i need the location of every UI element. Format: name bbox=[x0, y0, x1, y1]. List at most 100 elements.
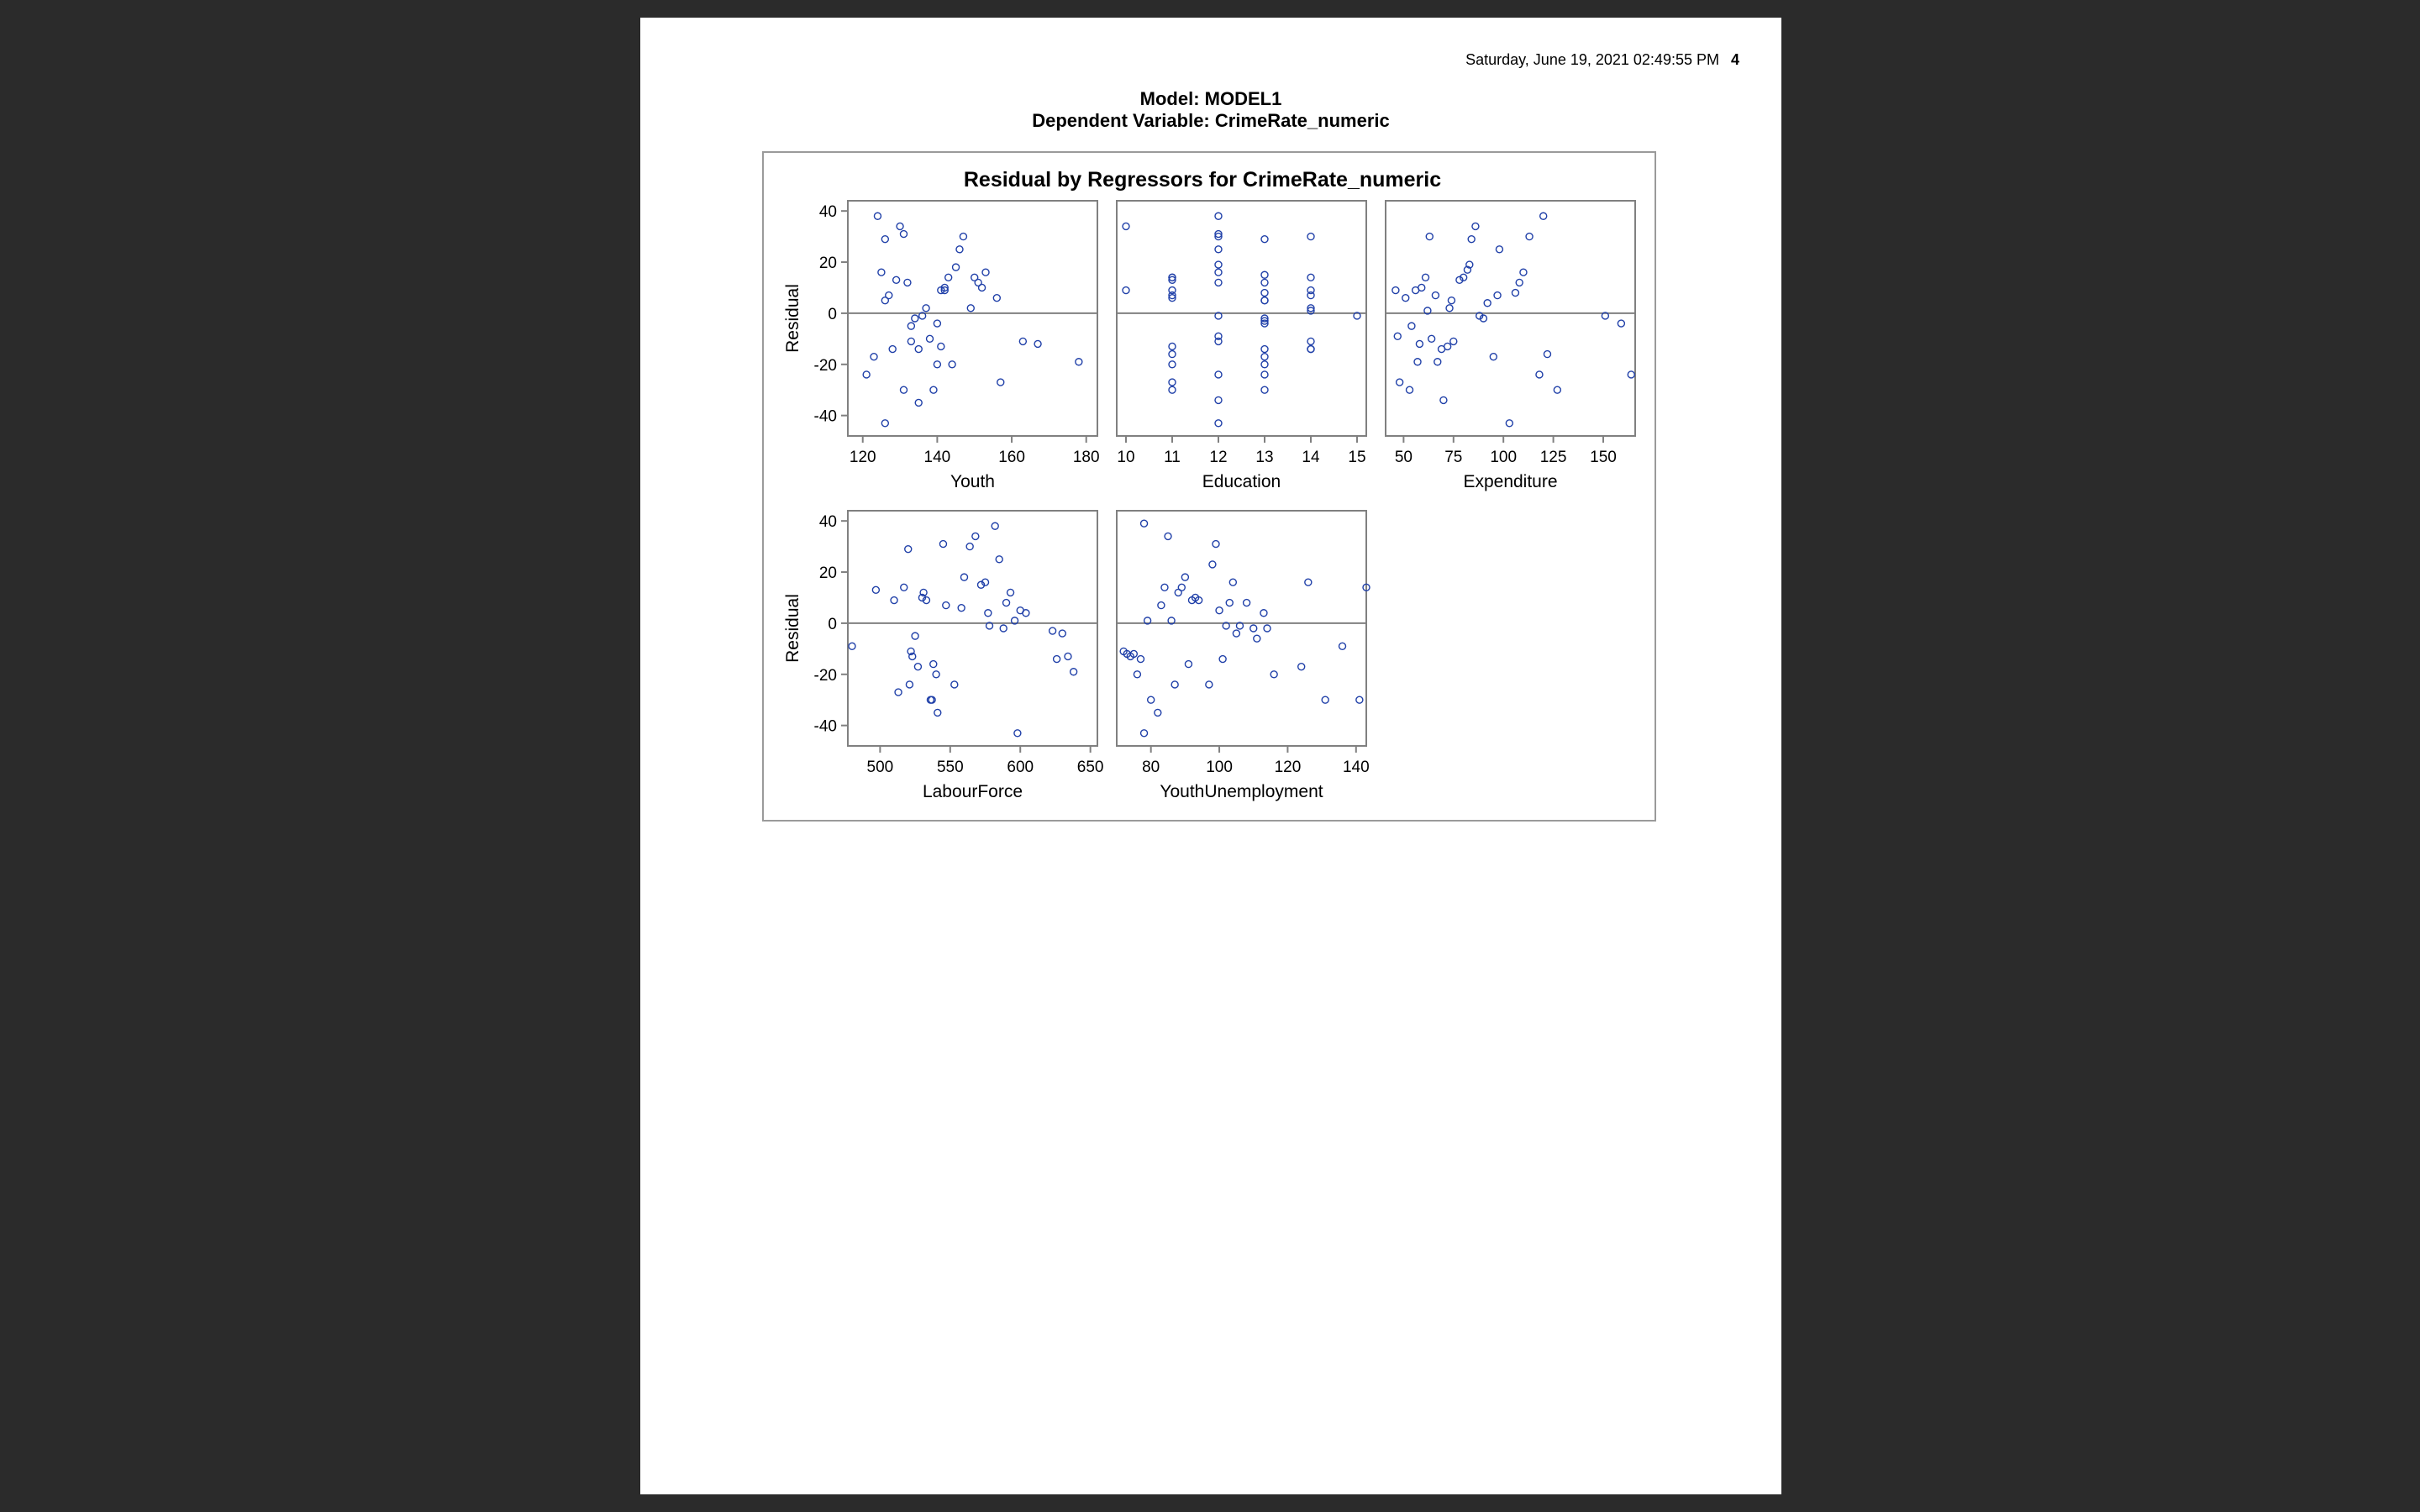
data-point bbox=[925, 334, 934, 344]
data-point bbox=[1270, 670, 1278, 679]
data-point bbox=[1421, 273, 1430, 282]
data-point bbox=[1353, 312, 1361, 320]
data-point bbox=[955, 245, 964, 254]
x-tick-label: 10 bbox=[1117, 449, 1134, 466]
data-point bbox=[1010, 617, 1019, 625]
data-point bbox=[991, 522, 999, 530]
data-point bbox=[1260, 370, 1269, 379]
data-point bbox=[1146, 696, 1155, 704]
data-point bbox=[957, 603, 965, 612]
data-point bbox=[1479, 314, 1488, 323]
data-point bbox=[939, 539, 948, 549]
data-point bbox=[1465, 260, 1474, 269]
data-point bbox=[1535, 370, 1544, 379]
data-point bbox=[1525, 232, 1534, 241]
data-point bbox=[1519, 268, 1528, 276]
data-point bbox=[1463, 265, 1472, 274]
data-point bbox=[1459, 273, 1468, 282]
data-point bbox=[1483, 299, 1491, 307]
data-point bbox=[1215, 606, 1223, 615]
y-axis-label: Residual bbox=[783, 594, 802, 663]
data-point bbox=[1168, 286, 1176, 295]
data-point bbox=[1154, 708, 1162, 717]
plot-frame bbox=[1116, 200, 1367, 437]
data-point bbox=[899, 386, 908, 394]
data-point bbox=[1307, 286, 1315, 295]
data-point bbox=[1018, 337, 1028, 346]
y-tick-label: 40 bbox=[819, 513, 837, 531]
data-point bbox=[966, 304, 975, 312]
data-point bbox=[1467, 234, 1476, 244]
data-point bbox=[919, 588, 928, 597]
data-point bbox=[1164, 532, 1172, 541]
data-point bbox=[1338, 642, 1347, 651]
data-point bbox=[1058, 629, 1066, 638]
x-axis-label: Expenditure bbox=[1463, 472, 1557, 491]
plot-frame bbox=[847, 200, 1098, 437]
x-tick-label: 15 bbox=[1348, 449, 1365, 466]
data-point bbox=[888, 344, 897, 354]
data-point bbox=[1260, 352, 1269, 361]
data-point bbox=[1355, 696, 1364, 704]
x-tick-label: 75 bbox=[1444, 449, 1462, 466]
x-tick-label: 14 bbox=[1302, 449, 1320, 466]
data-point bbox=[951, 263, 960, 271]
data-point bbox=[933, 360, 942, 369]
x-tick-label: 550 bbox=[937, 759, 964, 776]
model-title: Model: MODEL1 bbox=[1139, 88, 1282, 109]
data-point bbox=[1048, 627, 1057, 635]
data-point bbox=[1143, 617, 1152, 625]
data-point bbox=[1413, 358, 1422, 366]
data-point bbox=[1307, 337, 1315, 346]
data-point bbox=[1434, 358, 1442, 366]
data-point bbox=[871, 585, 881, 595]
data-point bbox=[937, 342, 945, 351]
data-point bbox=[1064, 652, 1072, 661]
y-tick-label: 20 bbox=[819, 564, 837, 582]
plot-frame bbox=[1116, 510, 1367, 747]
x-tick-label: 125 bbox=[1540, 449, 1567, 466]
data-point bbox=[1260, 288, 1269, 297]
data-point bbox=[1543, 349, 1552, 359]
data-point bbox=[1034, 339, 1042, 349]
data-point bbox=[976, 580, 986, 589]
data-point bbox=[934, 708, 942, 717]
data-point bbox=[1232, 629, 1241, 638]
data-point bbox=[1405, 386, 1414, 394]
y-tick-label: -40 bbox=[814, 718, 837, 736]
data-point bbox=[1194, 596, 1203, 605]
x-tick-label: 100 bbox=[1490, 449, 1517, 466]
data-point bbox=[1321, 696, 1329, 704]
data-point bbox=[929, 659, 938, 669]
data-point bbox=[1393, 332, 1402, 341]
data-point bbox=[981, 578, 990, 586]
data-point bbox=[1242, 598, 1251, 607]
data-point bbox=[1307, 307, 1315, 315]
page-header: Saturday, June 19, 2021 02:49:55 PM 4 bbox=[1465, 51, 1739, 69]
data-point bbox=[1171, 680, 1179, 689]
data-point bbox=[1013, 729, 1022, 738]
data-point bbox=[1133, 670, 1142, 679]
data-point bbox=[1493, 291, 1502, 300]
data-point bbox=[1249, 624, 1258, 633]
data-point bbox=[985, 622, 994, 630]
data-point bbox=[1539, 212, 1548, 220]
data-point bbox=[1253, 634, 1261, 643]
y-axis-label: Residual bbox=[783, 284, 802, 353]
data-point bbox=[942, 601, 950, 610]
data-point bbox=[995, 555, 1003, 564]
data-point bbox=[1601, 312, 1610, 320]
data-point bbox=[1425, 232, 1434, 241]
data-point bbox=[922, 596, 931, 605]
data-point bbox=[1260, 386, 1269, 394]
x-tick-label: 600 bbox=[1007, 759, 1034, 776]
data-point bbox=[1307, 304, 1315, 312]
data-point bbox=[1415, 339, 1424, 349]
data-point bbox=[1362, 583, 1370, 592]
data-point bbox=[1471, 222, 1480, 231]
data-point bbox=[971, 273, 979, 282]
data-point bbox=[1402, 293, 1410, 302]
data-point bbox=[1260, 360, 1269, 369]
x-tick-label: 140 bbox=[1343, 759, 1370, 776]
data-point bbox=[992, 293, 1002, 302]
